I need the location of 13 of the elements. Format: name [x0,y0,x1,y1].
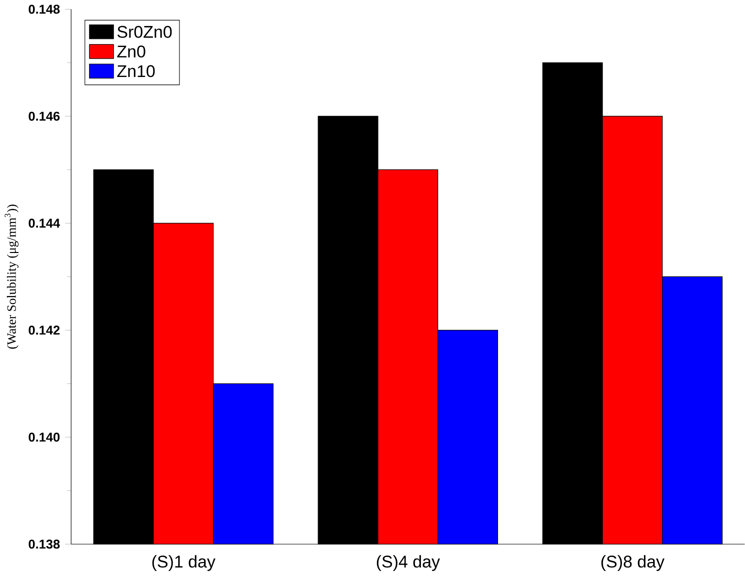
y-tick-label: 0.140 [28,432,60,442]
x-tick-label: (S)8 day [601,555,664,572]
y-tick-label: 0.138 [28,540,60,549]
y-tick-label: 0.144 [28,218,60,228]
x-tick-label: (S)1 day [152,555,216,572]
legend-label: Zn10 [117,65,155,78]
legend-label: Zn0 [117,46,146,58]
y-tick-label: 0.142 [28,326,60,335]
y-axis-title: (Water Solubility (μg/mm$^{3}$)) [4,204,19,349]
legend-label: Sr0Zn0 [117,26,172,38]
y-tick-label: 0.146 [28,112,60,121]
y-tick-label: 0.148 [28,4,60,14]
x-tick-label: (S)4 day [376,555,440,572]
